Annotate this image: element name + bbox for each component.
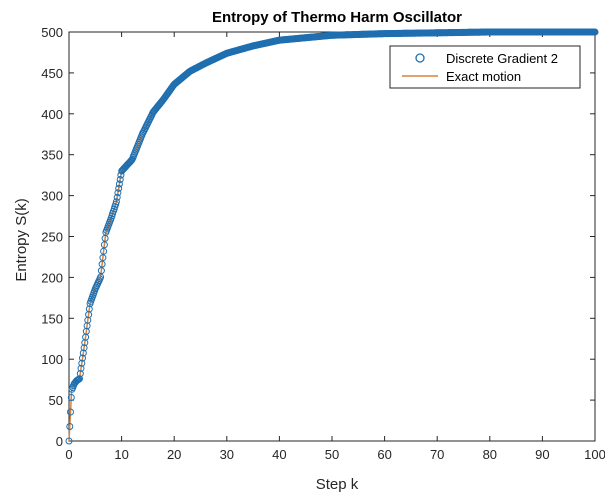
data-point	[117, 171, 125, 179]
y-tick-label: 0	[56, 434, 63, 449]
legend-box	[389, 45, 581, 89]
data-point	[66, 423, 74, 430]
data-point	[112, 198, 120, 206]
legend: Discrete Gradient 2 Exact motion	[389, 45, 581, 89]
data-point	[114, 189, 122, 197]
data-point	[116, 176, 124, 183]
x-tick-label: 70	[430, 447, 444, 462]
legend-marker-discrete	[415, 53, 425, 63]
data-point	[79, 354, 86, 362]
data-point	[113, 193, 121, 201]
data-point	[97, 267, 105, 275]
data-point	[115, 180, 123, 188]
x-tick-label: 20	[167, 447, 181, 462]
y-tick-label: 300	[41, 189, 63, 204]
y-axis-label: Entropy S(k)	[13, 198, 30, 281]
x-tick-label: 50	[325, 447, 339, 462]
data-point	[591, 28, 599, 36]
x-tick-label: 10	[114, 447, 128, 462]
data-point	[67, 394, 75, 401]
axes-box	[68, 31, 596, 442]
x-tick-label: 60	[377, 447, 391, 462]
chart-title: Entropy of Thermo Harm Oscillator	[212, 9, 462, 26]
series-markers-discrete-gradient-2	[65, 28, 599, 445]
data-point	[77, 364, 85, 372]
y-tick-label: 450	[41, 66, 63, 81]
y-tick-label: 350	[41, 148, 63, 163]
y-tick-label: 100	[41, 352, 63, 367]
x-tick-label: 30	[220, 447, 234, 462]
y-tick-label: 400	[41, 107, 63, 122]
y-tick-label: 200	[41, 270, 63, 285]
data-point	[65, 437, 73, 445]
legend-label-exact: Exact motion	[446, 69, 521, 84]
data-point	[80, 344, 88, 352]
data-point	[76, 375, 83, 383]
data-point	[67, 408, 74, 416]
data-point	[127, 157, 135, 165]
x-tick-label: 40	[272, 447, 286, 462]
data-point	[115, 184, 123, 192]
x-axis-label: Step k	[316, 476, 359, 493]
x-tick-label: 100	[584, 447, 605, 462]
x-tick-label: 0	[65, 447, 72, 462]
data-point	[76, 370, 84, 378]
y-tick-label: 250	[41, 230, 63, 245]
data-point	[79, 349, 87, 357]
data-point	[78, 359, 86, 367]
legend-label-discrete: Discrete Gradient 2	[446, 51, 558, 66]
x-tick-label: 80	[483, 447, 497, 462]
x-tick-label: 90	[535, 447, 549, 462]
plot-area: 0 10 20 30 40 50 60 70 80 90 100 0 50 100 150 200 250 300…	[41, 25, 605, 462]
y-tick-label: 50	[49, 393, 63, 408]
y-tick-label: 150	[41, 311, 63, 326]
data-point	[100, 247, 108, 255]
y-tick-label: 500	[41, 25, 63, 40]
